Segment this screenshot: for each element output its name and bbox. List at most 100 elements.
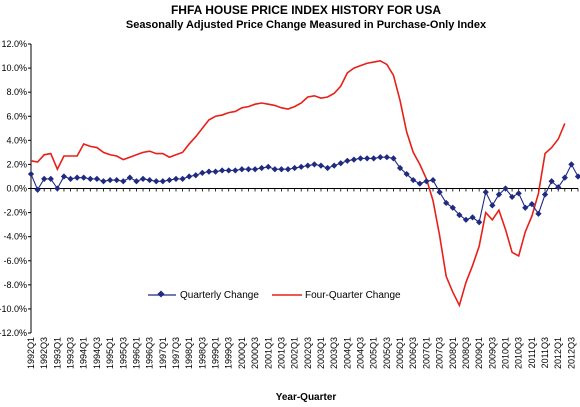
quarterly-point [429,176,437,184]
quarterly-point [344,157,351,164]
x-tick-label: 2012Q3 [566,337,576,369]
quarterly-point [232,167,239,174]
quarterly-point [199,169,206,176]
quarterly-point [67,175,74,182]
y-tick-label: -6.0% [3,256,27,266]
quarterly-point [133,178,140,185]
x-tick-label: 2002Q3 [303,337,313,369]
quarterly-point [47,175,54,182]
x-tick-label: 1995Q3 [118,337,128,369]
x-axis: 1992Q1 1992Q3 1993Q1 1993Q3 1994Q1 1994Q3 1995… [26,188,579,369]
quarterly-point [139,175,147,182]
x-tick-label: 1996Q3 [145,337,155,369]
quarterly-point [390,155,397,162]
y-tick-label: 6.0% [6,111,27,121]
quarterly-point [34,186,41,193]
x-tick-label: 2011Q1 [527,337,537,368]
quarterly-point [541,191,549,198]
quarterly-point [317,162,325,169]
quarterly-point [146,176,153,184]
x-tick-label: 2012Q1 [553,337,563,369]
y-tick-label: 8.0% [6,87,27,97]
quarterly-point [311,161,318,168]
quarterly-point [271,166,278,173]
quarterly-point [192,172,199,179]
quarterly-point [74,174,81,181]
x-tick-label: 2008Q1 [448,337,458,369]
x-tick-label: 2001Q1 [263,337,273,369]
y-tick-label: 2.0% [6,159,27,169]
x-tick-label: 2004Q1 [342,337,352,369]
quarterly-point [172,175,180,182]
quarterly-point [278,166,285,173]
quarterly-point [298,163,305,170]
x-tick-label: 1993Q3 [66,337,76,369]
quarterly-point [120,178,127,185]
x-axis-label: Year-Quarter [276,392,337,403]
x-tick-label: 2010Q1 [501,337,511,369]
legend-four-quarter-label: Four-Quarter Change [305,290,401,301]
chart-subtitle: Seasonally Adjusted Price Change Measure… [126,19,487,31]
x-tick-label: 2007Q3 [435,337,445,369]
quarterly-point [436,189,443,196]
quarterly-point [574,173,580,180]
quarterly-point [179,175,186,182]
x-tick-label: 2006Q3 [408,337,418,369]
x-tick-label: 2006Q1 [395,337,405,369]
x-tick-label: 2001Q3 [276,337,286,369]
x-tick-label: 2009Q3 [487,337,497,369]
x-tick-label: 1998Q3 [197,337,207,369]
x-tick-label: 2010Q3 [514,337,524,369]
quarterly-point [258,164,265,172]
x-tick-label: 2000Q3 [250,337,260,369]
quarterly-point [416,180,423,187]
quarterly-point [291,164,298,172]
x-tick-label: 2008Q3 [461,337,471,369]
quarterly-point [363,155,371,162]
x-tick-label: 1997Q1 [158,337,168,369]
y-tick-label: -8.0% [3,280,27,290]
quarterly-point [60,173,68,180]
quarterly-point [54,185,61,192]
quarterly-point [561,174,568,181]
quarterly-point [126,174,133,181]
quarterly-point [159,178,166,185]
y-tick-label: 12.0% [1,39,27,49]
quarterly-point [535,210,542,217]
y-tick-label: 4.0% [6,135,27,145]
quarterly-point [357,155,364,162]
quarterly-point [153,178,160,185]
x-tick-label: 2009Q1 [474,337,484,369]
x-tick-label: 2005Q3 [382,337,392,369]
x-tick-label: 1997Q3 [171,337,181,369]
quarterly-point [337,160,344,167]
x-tick-label: 2003Q3 [329,337,339,369]
y-tick-label: -10.0% [0,304,27,314]
x-tick-label: 1995Q1 [105,337,115,369]
x-tick-label: 1999Q1 [211,337,221,369]
x-tick-label: 2007Q1 [421,337,431,369]
quarterly-point [166,176,173,184]
quarterly-point [251,166,259,173]
quarterly-point [265,163,272,170]
legend-item-four-quarter: Four-Quarter Change [272,290,401,301]
legend: Quarterly Change Four-Quarter Change [148,290,401,301]
quarterly-point [186,173,193,180]
x-tick-label: 2005Q1 [369,337,379,369]
quarterly-point [284,166,292,173]
y-tick-label: -2.0% [3,208,27,218]
quarterly-point [93,175,101,182]
quarterly-point [245,166,252,173]
quarterly-point [87,175,94,182]
legend-item-quarterly: Quarterly Change [148,290,259,301]
quarterly-point [205,168,213,175]
quarterly-point [370,155,377,162]
y-tick-label: 10.0% [1,63,27,73]
quarterly-point [304,162,311,169]
quarterly-point [377,154,384,161]
x-tick-label: 1999Q3 [224,337,234,369]
y-tick-label: -4.0% [3,232,27,242]
legend-quarterly-marker [157,290,165,298]
quarterly-point [515,190,522,197]
quarterly-point [324,164,331,172]
